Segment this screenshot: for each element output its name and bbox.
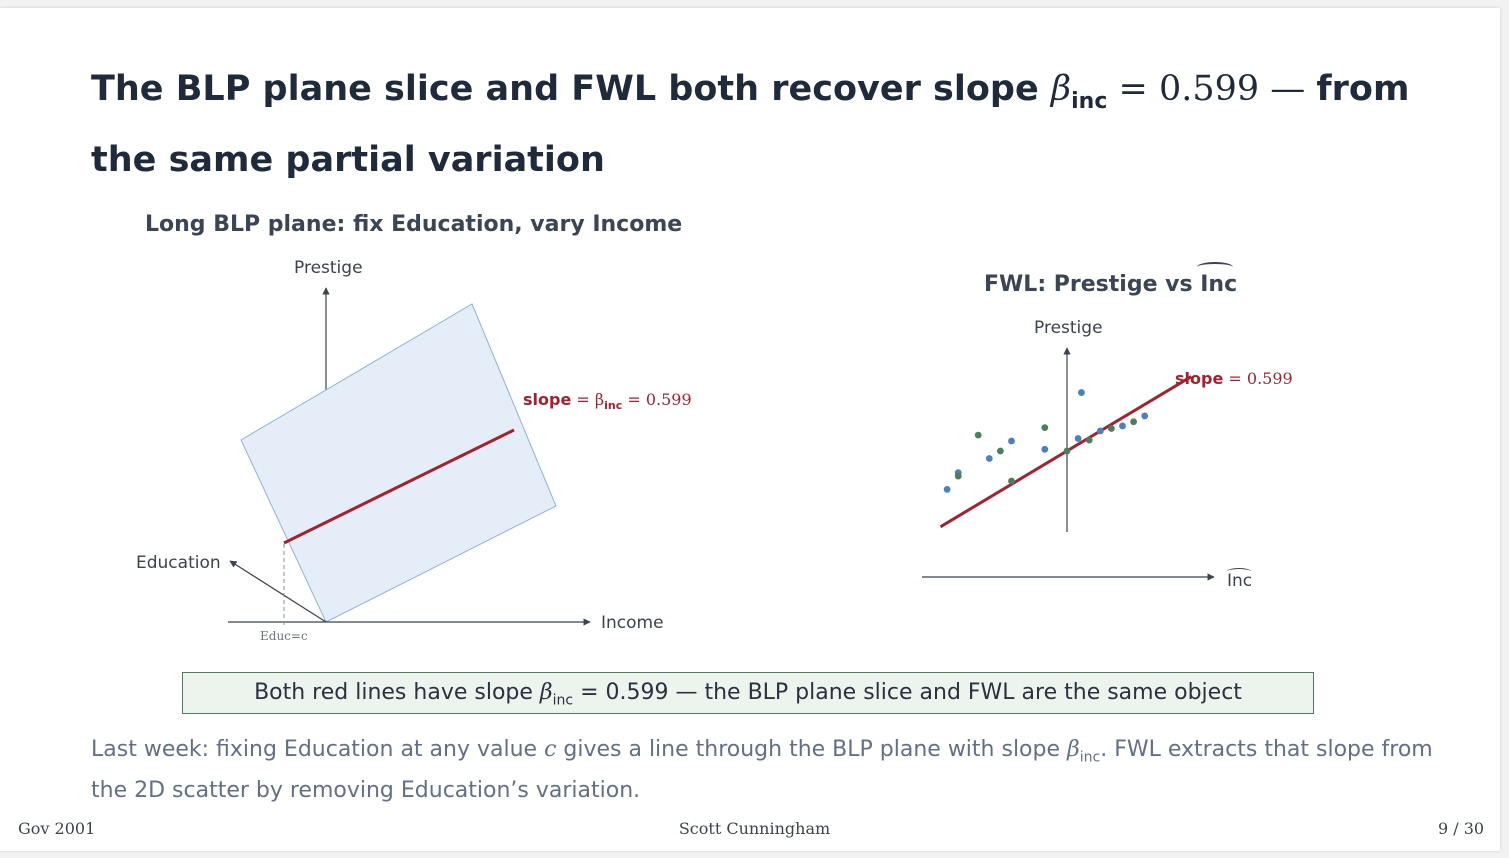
scatter-point-green [1085,436,1093,444]
footer-course: Gov 2001 [18,819,96,838]
scatter-point-blue [1041,445,1049,453]
footer-author: Scott Cunningham [678,819,831,838]
scatter-point-green [1108,425,1115,432]
scatter-point-blue [1096,427,1104,435]
income-label: Income [601,613,664,633]
right-slope-label: slope = 0.599 [1175,369,1293,388]
right-panel-title: FWL: Prestige vs Inc [984,272,1238,297]
left-slope-label: slope = βinc = 0.599 [523,390,692,413]
scatter-point-blue [1141,412,1149,420]
education-label: Education [136,553,221,573]
tilde-mark-axis [1227,568,1251,575]
scatter-point-green [1008,477,1015,485]
scatter-point-blue [1008,437,1015,445]
educ-c-label: Educ=c [260,629,308,643]
plane-slice-line [283,428,515,545]
scatter-point-green [974,431,982,439]
tilde-mark-title [1197,262,1233,272]
right-prestige-label: Prestige [1034,318,1103,338]
scatter-point-blue [985,455,993,462]
scatter-point-green [954,472,962,480]
body-paragraph: Last week: fixing Education at any value… [91,737,1433,804]
education-axis [229,560,327,623]
footer-page-number: 9 / 30 [1438,819,1485,838]
scatter-point-blue [1074,435,1082,442]
scatter-point-green [1130,418,1137,426]
left-panel-title: Long BLP plane: fix Education, vary Inco… [145,212,683,237]
slide-title: The BLP plane slice and FWL both recover… [91,69,1410,180]
inc-tilde-label: Inc [1227,571,1253,591]
blp-plane [240,303,557,623]
left-prestige-label: Prestige [294,258,363,278]
scatter-point-green [1041,424,1049,432]
callout-box: Both red lines have slope βinc = 0.599 —… [182,672,1314,714]
scatter-point-blue [1078,389,1085,396]
scatter-point-blue [943,486,951,493]
scatter-point-blue [1119,422,1126,430]
scatter-point-green [997,447,1004,455]
scatter-point-green [1063,447,1071,455]
